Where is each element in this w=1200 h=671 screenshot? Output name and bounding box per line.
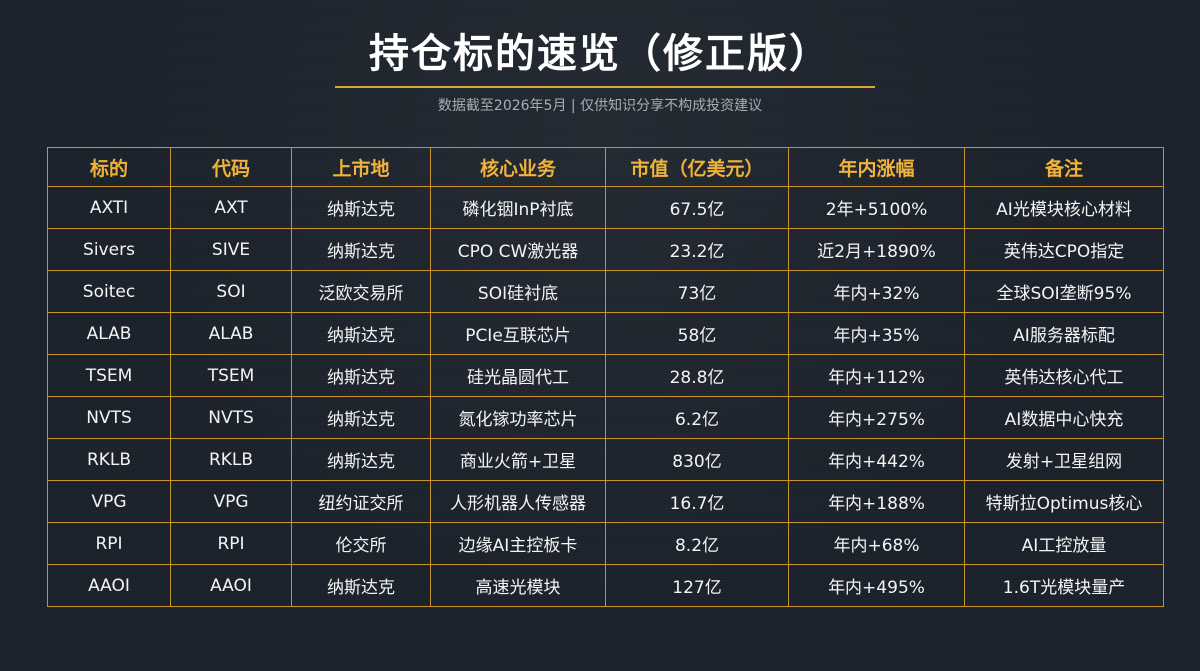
cell-exchange: 纳斯达克 <box>291 564 431 607</box>
table-row: AAOI AAOI 纳斯达克 高速光模块 127亿 年内+495% 1.6T光模… <box>47 564 1164 607</box>
cell-notes: 英伟达CPO指定 <box>964 228 1164 271</box>
cell-exchange: 泛欧交易所 <box>291 270 431 313</box>
title-underline <box>335 86 875 88</box>
column-header-notes: 备注 <box>964 147 1164 187</box>
table-row: TSEM TSEM 纳斯达克 硅光晶圆代工 28.8亿 年内+112% 英伟达核… <box>47 354 1164 397</box>
cell-business: 磷化铟InP衬底 <box>430 186 606 229</box>
page-title: 持仓标的速览（修正版） <box>369 31 831 77</box>
cell-code: AAOI <box>170 564 292 607</box>
table-row: AXTI AXT 纳斯达克 磷化铟InP衬底 67.5亿 2年+5100% AI… <box>47 186 1164 229</box>
table-row: RPI RPI 伦交所 边缘AI主控板卡 8.2亿 年内+68% AI工控放量 <box>47 522 1164 565</box>
cell-business: 人形机器人传感器 <box>430 480 606 523</box>
cell-ytd-change: 年内+188% <box>788 480 965 523</box>
cell-ytd-change: 年内+495% <box>788 564 965 607</box>
cell-business: PCIe互联芯片 <box>430 312 606 355</box>
cell-code: NVTS <box>170 396 292 439</box>
cell-market-cap: 28.8亿 <box>605 354 789 397</box>
cell-market-cap: 127亿 <box>605 564 789 607</box>
cell-ticker: VPG <box>47 480 171 523</box>
cell-ytd-change: 2年+5100% <box>788 186 965 229</box>
cell-ytd-change: 年内+112% <box>788 354 965 397</box>
cell-exchange: 纳斯达克 <box>291 438 431 481</box>
cell-notes: 全球SOI垄断95% <box>964 270 1164 313</box>
page-subtitle: 数据截至2026年5月 | 仅供知识分享不构成投资建议 <box>437 98 763 114</box>
cell-notes: AI数据中心快充 <box>964 396 1164 439</box>
cell-ytd-change: 年内+68% <box>788 522 965 565</box>
cell-business: 硅光晶圆代工 <box>430 354 606 397</box>
table-row: NVTS NVTS 纳斯达克 氮化镓功率芯片 6.2亿 年内+275% AI数据… <box>47 396 1164 439</box>
cell-market-cap: 67.5亿 <box>605 186 789 229</box>
cell-market-cap: 6.2亿 <box>605 396 789 439</box>
cell-ytd-change: 年内+442% <box>788 438 965 481</box>
cell-exchange: 纳斯达克 <box>291 396 431 439</box>
cell-ticker: TSEM <box>47 354 171 397</box>
cell-ticker: AAOI <box>47 564 171 607</box>
cell-code: RKLB <box>170 438 292 481</box>
cell-ytd-change: 近2月+1890% <box>788 228 965 271</box>
cell-ytd-change: 年内+35% <box>788 312 965 355</box>
cell-notes: 英伟达核心代工 <box>964 354 1164 397</box>
cell-notes: 发射+卫星组网 <box>964 438 1164 481</box>
cell-business: SOI硅衬底 <box>430 270 606 313</box>
cell-market-cap: 16.7亿 <box>605 480 789 523</box>
cell-notes: AI服务器标配 <box>964 312 1164 355</box>
cell-code: TSEM <box>170 354 292 397</box>
cell-market-cap: 8.2亿 <box>605 522 789 565</box>
cell-business: 商业火箭+卫星 <box>430 438 606 481</box>
table-header-row: 标的 代码 上市地 核心业务 市值（亿美元） 年内涨幅 备注 <box>47 147 1164 187</box>
cell-notes: AI工控放量 <box>964 522 1164 565</box>
cell-code: SIVE <box>170 228 292 271</box>
cell-notes: 1.6T光模块量产 <box>964 564 1164 607</box>
cell-code: AXT <box>170 186 292 229</box>
table-row: Sivers SIVE 纳斯达克 CPO CW激光器 23.2亿 近2月+189… <box>47 228 1164 271</box>
cell-ticker: AXTI <box>47 186 171 229</box>
cell-market-cap: 58亿 <box>605 312 789 355</box>
cell-ticker: RPI <box>47 522 171 565</box>
cell-ticker: Sivers <box>47 228 171 271</box>
cell-business: 边缘AI主控板卡 <box>430 522 606 565</box>
cell-business: 高速光模块 <box>430 564 606 607</box>
cell-business: 氮化镓功率芯片 <box>430 396 606 439</box>
column-header-exchange: 上市地 <box>291 147 431 187</box>
cell-notes: AI光模块核心材料 <box>964 186 1164 229</box>
table-row: VPG VPG 纽约证交所 人形机器人传感器 16.7亿 年内+188% 特斯拉… <box>47 480 1164 523</box>
cell-ytd-change: 年内+275% <box>788 396 965 439</box>
cell-code: SOI <box>170 270 292 313</box>
cell-code: RPI <box>170 522 292 565</box>
table-row: RKLB RKLB 纳斯达克 商业火箭+卫星 830亿 年内+442% 发射+卫… <box>47 438 1164 481</box>
cell-market-cap: 73亿 <box>605 270 789 313</box>
cell-exchange: 伦交所 <box>291 522 431 565</box>
cell-ticker: NVTS <box>47 396 171 439</box>
cell-notes: 特斯拉Optimus核心 <box>964 480 1164 523</box>
column-header-code: 代码 <box>170 147 292 187</box>
cell-business: CPO CW激光器 <box>430 228 606 271</box>
table-row: Soitec SOI 泛欧交易所 SOI硅衬底 73亿 年内+32% 全球SOI… <box>47 270 1164 313</box>
cell-market-cap: 23.2亿 <box>605 228 789 271</box>
cell-code: ALAB <box>170 312 292 355</box>
holdings-table: 标的 代码 上市地 核心业务 市值（亿美元） 年内涨幅 备注 AXTI AXT … <box>47 147 1164 607</box>
cell-ticker: ALAB <box>47 312 171 355</box>
table-row: ALAB ALAB 纳斯达克 PCIe互联芯片 58亿 年内+35% AI服务器… <box>47 312 1164 355</box>
column-header-ytd-change: 年内涨幅 <box>788 147 965 187</box>
cell-exchange: 纳斯达克 <box>291 228 431 271</box>
cell-exchange: 纳斯达克 <box>291 312 431 355</box>
column-header-business: 核心业务 <box>430 147 606 187</box>
cell-ticker: Soitec <box>47 270 171 313</box>
column-header-market-cap: 市值（亿美元） <box>605 147 789 187</box>
column-header-ticker: 标的 <box>47 147 171 187</box>
cell-exchange: 纳斯达克 <box>291 186 431 229</box>
cell-ticker: RKLB <box>47 438 171 481</box>
cell-market-cap: 830亿 <box>605 438 789 481</box>
cell-code: VPG <box>170 480 292 523</box>
cell-exchange: 纽约证交所 <box>291 480 431 523</box>
cell-ytd-change: 年内+32% <box>788 270 965 313</box>
cell-exchange: 纳斯达克 <box>291 354 431 397</box>
